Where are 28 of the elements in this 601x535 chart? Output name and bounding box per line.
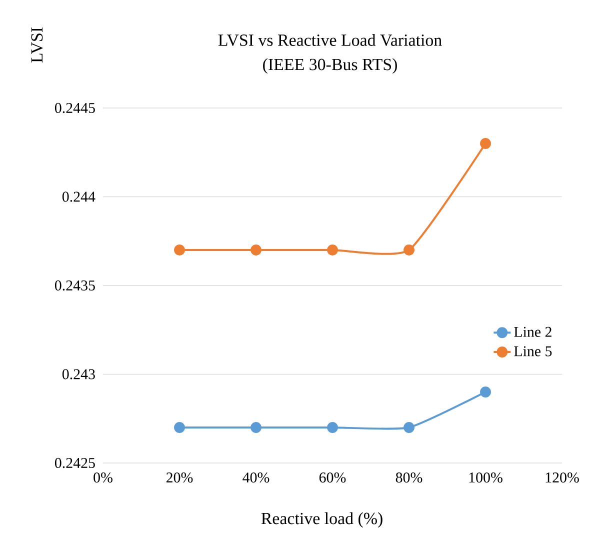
chart-subtitle: (IEEE 30-Bus RTS) [263,58,397,74]
y-tick-label: 0.243 [62,369,95,380]
x-axis-title: Reactive load (%) [261,512,382,528]
x-tick-label: 40% [242,472,270,483]
point [404,422,414,433]
y-tick-label: 0.2435 [54,280,95,291]
x-tick-label: 60% [319,472,346,483]
x-tick-label: 0% [94,472,112,483]
legend-label: Line 2 [514,326,552,337]
chart-title: LVSI vs Reactive Load Variation [218,34,442,46]
point [327,244,338,256]
y-tick-label: 0.2445 [54,102,95,114]
point [480,386,491,398]
legend-label: Line 5 [514,346,552,356]
y-axis-title: LVSI [31,28,43,63]
y-tick-label: 0.2425 [54,458,95,468]
point [174,422,185,433]
x-tick-label: 80% [396,472,422,483]
x-tick-label: 20% [166,472,193,483]
point [250,244,262,256]
y-tick-label: 0.244 [62,192,96,202]
point [480,138,491,149]
point [327,422,338,433]
point [404,244,414,256]
point [250,422,262,433]
x-tick-label: 100% [469,472,502,483]
x-tick-label: 120% [546,472,579,483]
point [174,244,185,256]
